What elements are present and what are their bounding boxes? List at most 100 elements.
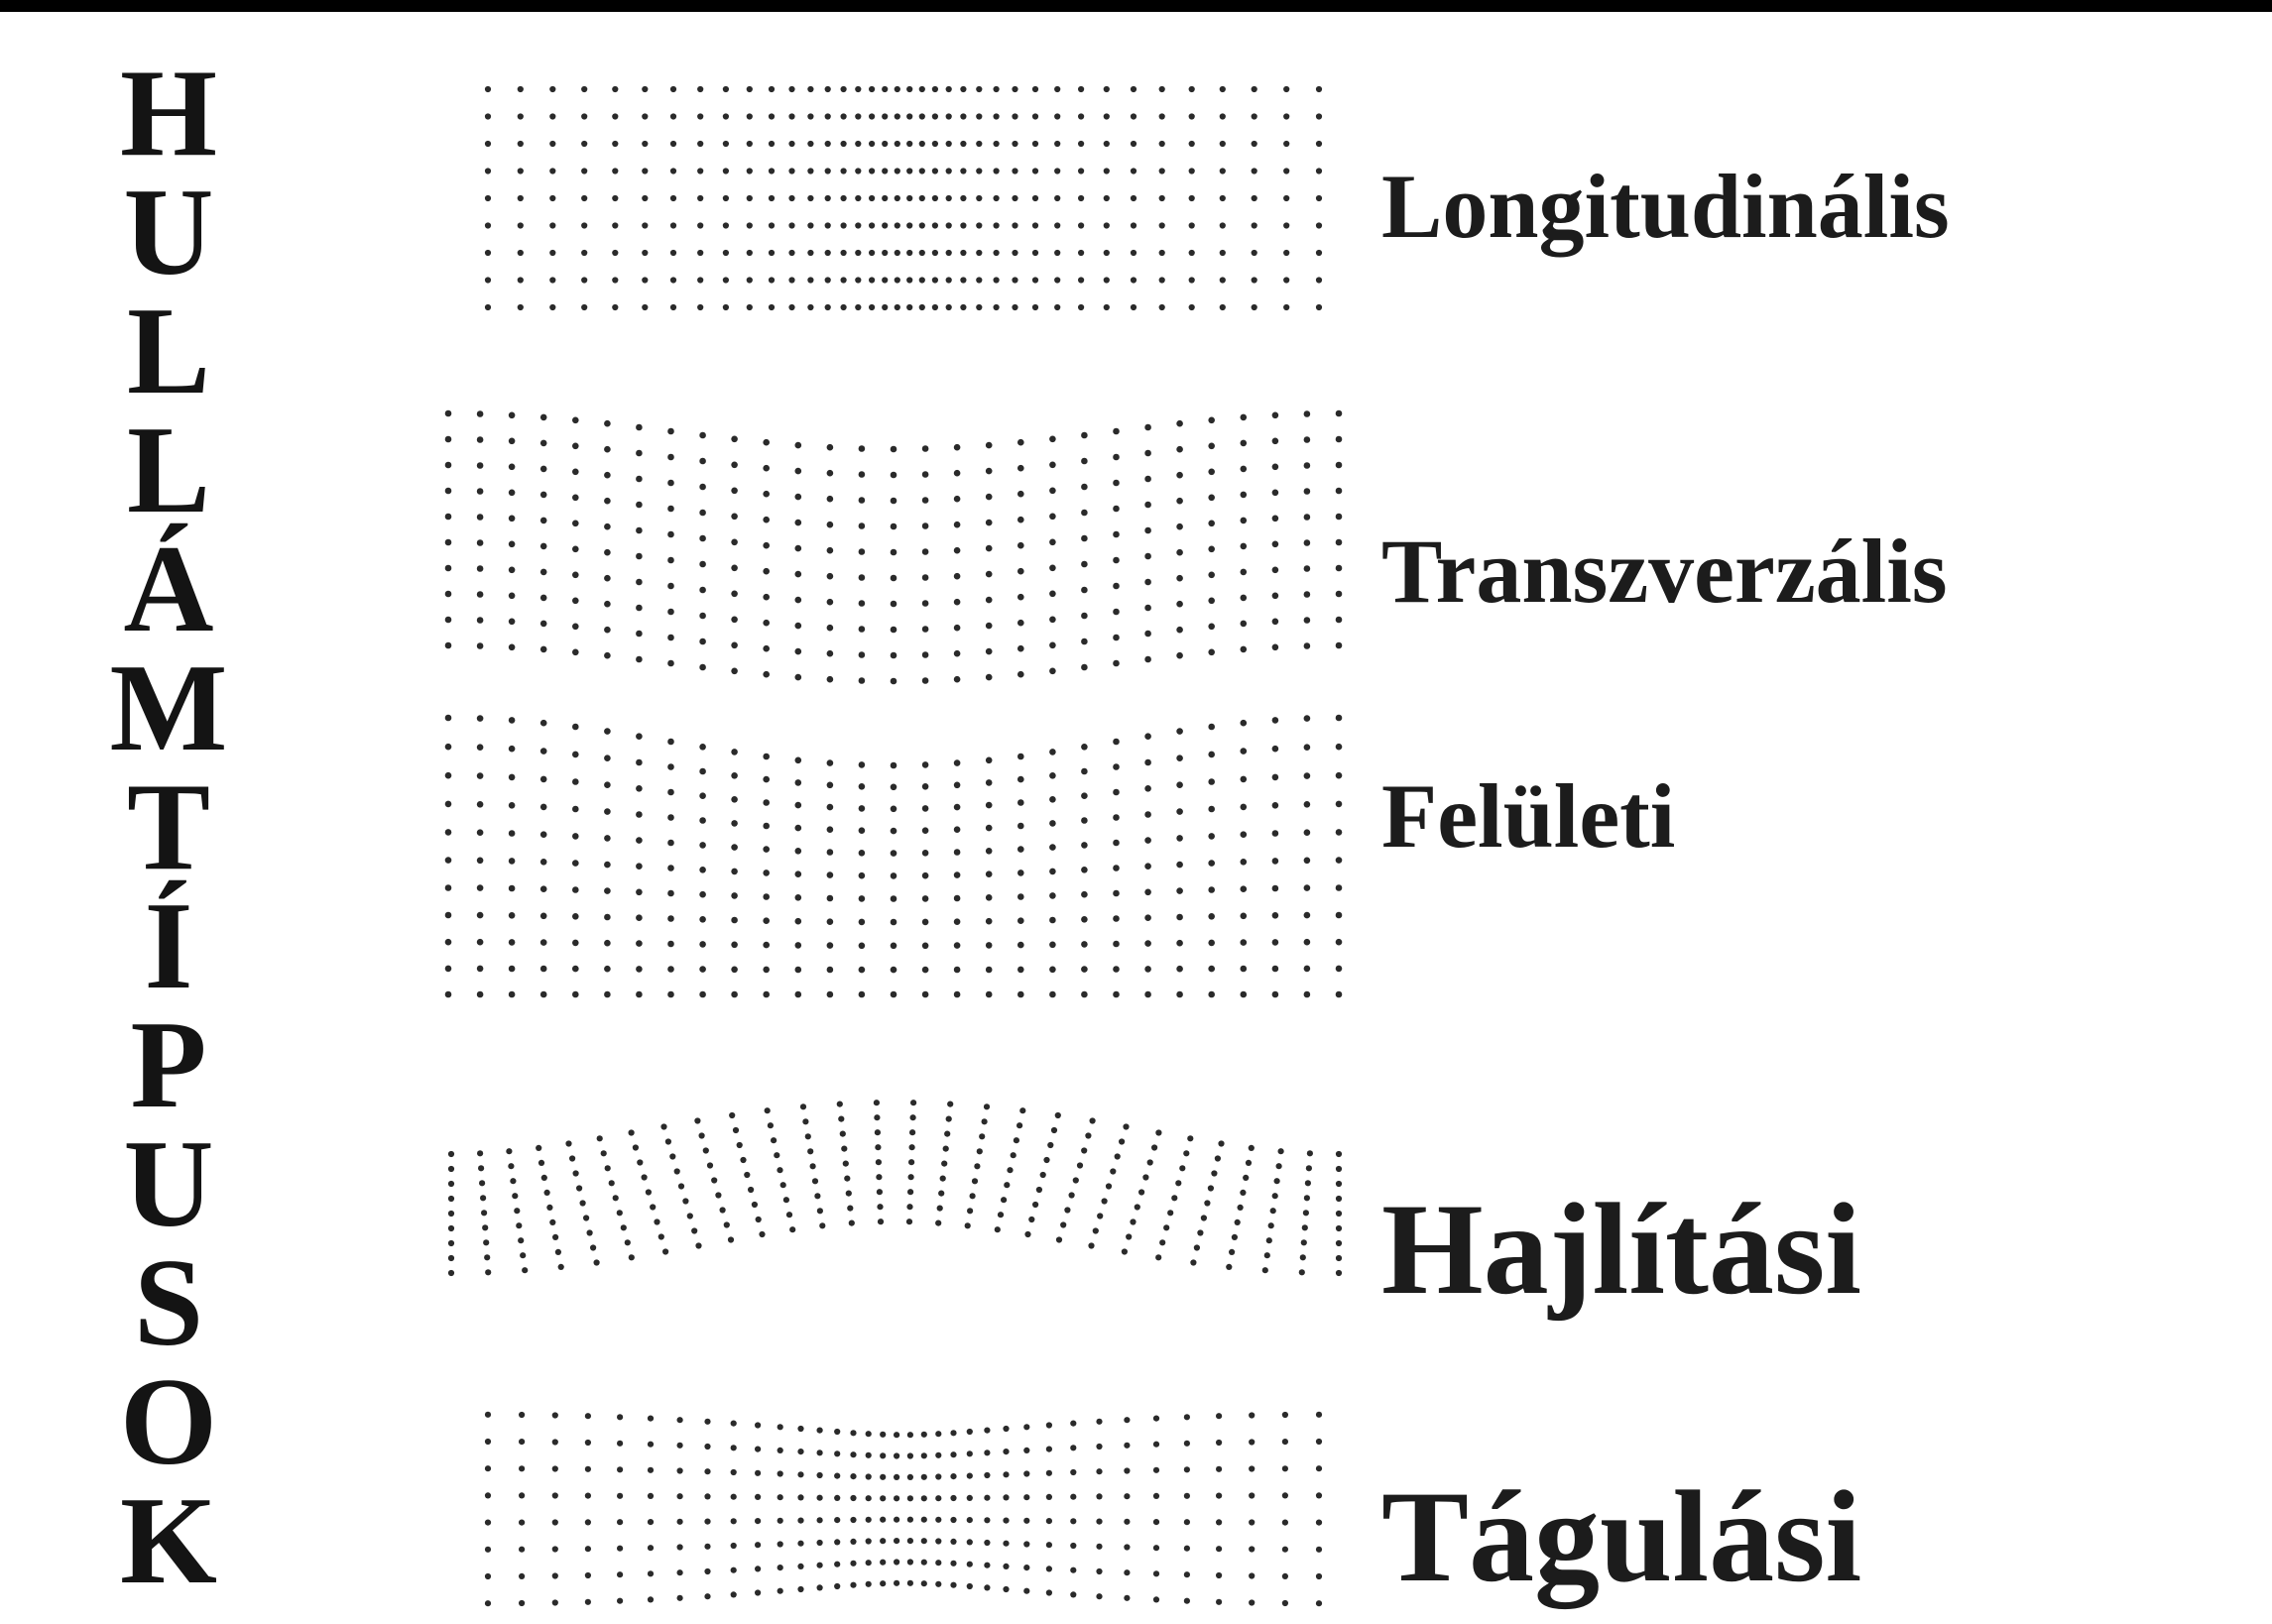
title-letter: K xyxy=(119,1472,217,1610)
wave-dot xyxy=(731,772,738,779)
wave-dot xyxy=(1176,939,1183,947)
wave-dot xyxy=(858,990,866,998)
wave-dot xyxy=(1113,915,1120,922)
wave-dot xyxy=(824,222,831,229)
wave-dot xyxy=(921,445,929,452)
title-letter: U xyxy=(123,1115,214,1253)
wave-dot xyxy=(755,1566,762,1572)
wave-dot xyxy=(1078,194,1085,202)
wave-dot xyxy=(1315,1465,1323,1472)
wave-dot xyxy=(964,1222,971,1229)
wave-dot xyxy=(539,542,547,550)
wave-dot xyxy=(906,222,913,229)
wave-dot xyxy=(858,600,866,607)
wave-dot xyxy=(1273,1178,1280,1185)
wave-dot xyxy=(1281,1411,1288,1419)
wave-dot xyxy=(1070,1445,1077,1451)
wave-dot xyxy=(953,495,961,503)
wave-dot xyxy=(794,493,802,501)
wave-dot xyxy=(699,990,706,998)
wave-dot xyxy=(1078,168,1085,174)
wave-dot xyxy=(476,617,484,624)
wave-dot xyxy=(858,850,866,857)
wave-dot xyxy=(604,965,611,973)
wave-dot xyxy=(1271,990,1279,998)
wave-dot xyxy=(816,1539,823,1547)
wave-dot xyxy=(1144,990,1151,998)
wave-dot xyxy=(484,1438,492,1446)
wave-dot xyxy=(746,277,753,284)
wave-dot xyxy=(667,582,674,590)
wave-dot xyxy=(1240,645,1248,653)
wave-dot xyxy=(636,966,643,973)
wave-dot xyxy=(1049,966,1056,974)
wave-dot xyxy=(976,249,983,257)
wave-label-surface: Felületi xyxy=(1381,765,1676,867)
wave-dot xyxy=(1023,1424,1030,1431)
wave-dot xyxy=(1281,1492,1288,1499)
wave-dot xyxy=(444,771,452,779)
wave-dot xyxy=(794,467,802,475)
wave-dot xyxy=(1183,1519,1190,1526)
wave-dot xyxy=(985,801,993,809)
wave-dot xyxy=(920,1495,927,1502)
wave-dot xyxy=(667,427,674,435)
wave-dot xyxy=(855,168,862,174)
wave-dot xyxy=(604,626,611,634)
wave-dot xyxy=(508,515,516,522)
wave-dot xyxy=(1335,1195,1343,1203)
wave-dot xyxy=(1190,1259,1197,1266)
wave-dot xyxy=(984,1450,991,1456)
wave-dot xyxy=(839,1130,846,1137)
wave-dot xyxy=(673,1168,680,1175)
wave-dot xyxy=(476,772,484,779)
wave-dot xyxy=(1012,222,1018,229)
wave-dot xyxy=(763,490,770,498)
wave-dot xyxy=(695,1242,702,1249)
wave-dot xyxy=(755,1493,762,1500)
wave-dot xyxy=(1335,1210,1343,1218)
wave-dot xyxy=(1188,194,1195,202)
wave-dot xyxy=(1081,457,1088,465)
wave-dot xyxy=(953,871,961,878)
wave-dot xyxy=(894,1473,900,1480)
wave-dot xyxy=(763,870,770,876)
wave-dot xyxy=(1303,965,1311,973)
wave-dot xyxy=(1032,1201,1039,1209)
wave-dot xyxy=(636,526,643,534)
wave-dot xyxy=(976,85,983,93)
wave-dot xyxy=(697,194,704,202)
wave-dot xyxy=(1113,634,1120,641)
wave-dot xyxy=(691,1227,698,1234)
wave-dot xyxy=(667,839,674,847)
wave-dot xyxy=(730,1468,737,1476)
wave-dot xyxy=(650,1204,657,1211)
wave-dot xyxy=(1335,911,1343,919)
wave-dot xyxy=(826,826,834,833)
wave-dot xyxy=(826,649,834,657)
wave-dot xyxy=(935,1473,942,1480)
wave-dot xyxy=(572,751,579,758)
wave-dot xyxy=(697,222,704,229)
wave-dot xyxy=(1017,966,1024,974)
wave-dot xyxy=(1049,461,1056,469)
wave-dot xyxy=(549,168,556,174)
wave-dot xyxy=(953,546,961,554)
wave-dot xyxy=(981,1118,988,1125)
title-letter: O xyxy=(119,1353,217,1491)
wave-dot xyxy=(1060,1221,1067,1228)
wave-dot xyxy=(1303,436,1311,443)
wave-dot xyxy=(1024,1230,1031,1238)
wave-dot xyxy=(1277,1148,1284,1155)
wave-dot xyxy=(921,626,929,633)
wave-dot xyxy=(1103,168,1110,174)
wave-dot xyxy=(1031,222,1039,229)
wave-dot xyxy=(1023,1517,1030,1524)
wave-dot xyxy=(1158,303,1165,311)
wave-dot xyxy=(1216,1413,1223,1420)
wave-dot xyxy=(1045,1542,1052,1549)
wave-dot xyxy=(794,870,802,877)
wave-dot xyxy=(1054,140,1061,148)
wave-dot xyxy=(1275,1163,1282,1170)
wave-dot xyxy=(584,1546,592,1553)
